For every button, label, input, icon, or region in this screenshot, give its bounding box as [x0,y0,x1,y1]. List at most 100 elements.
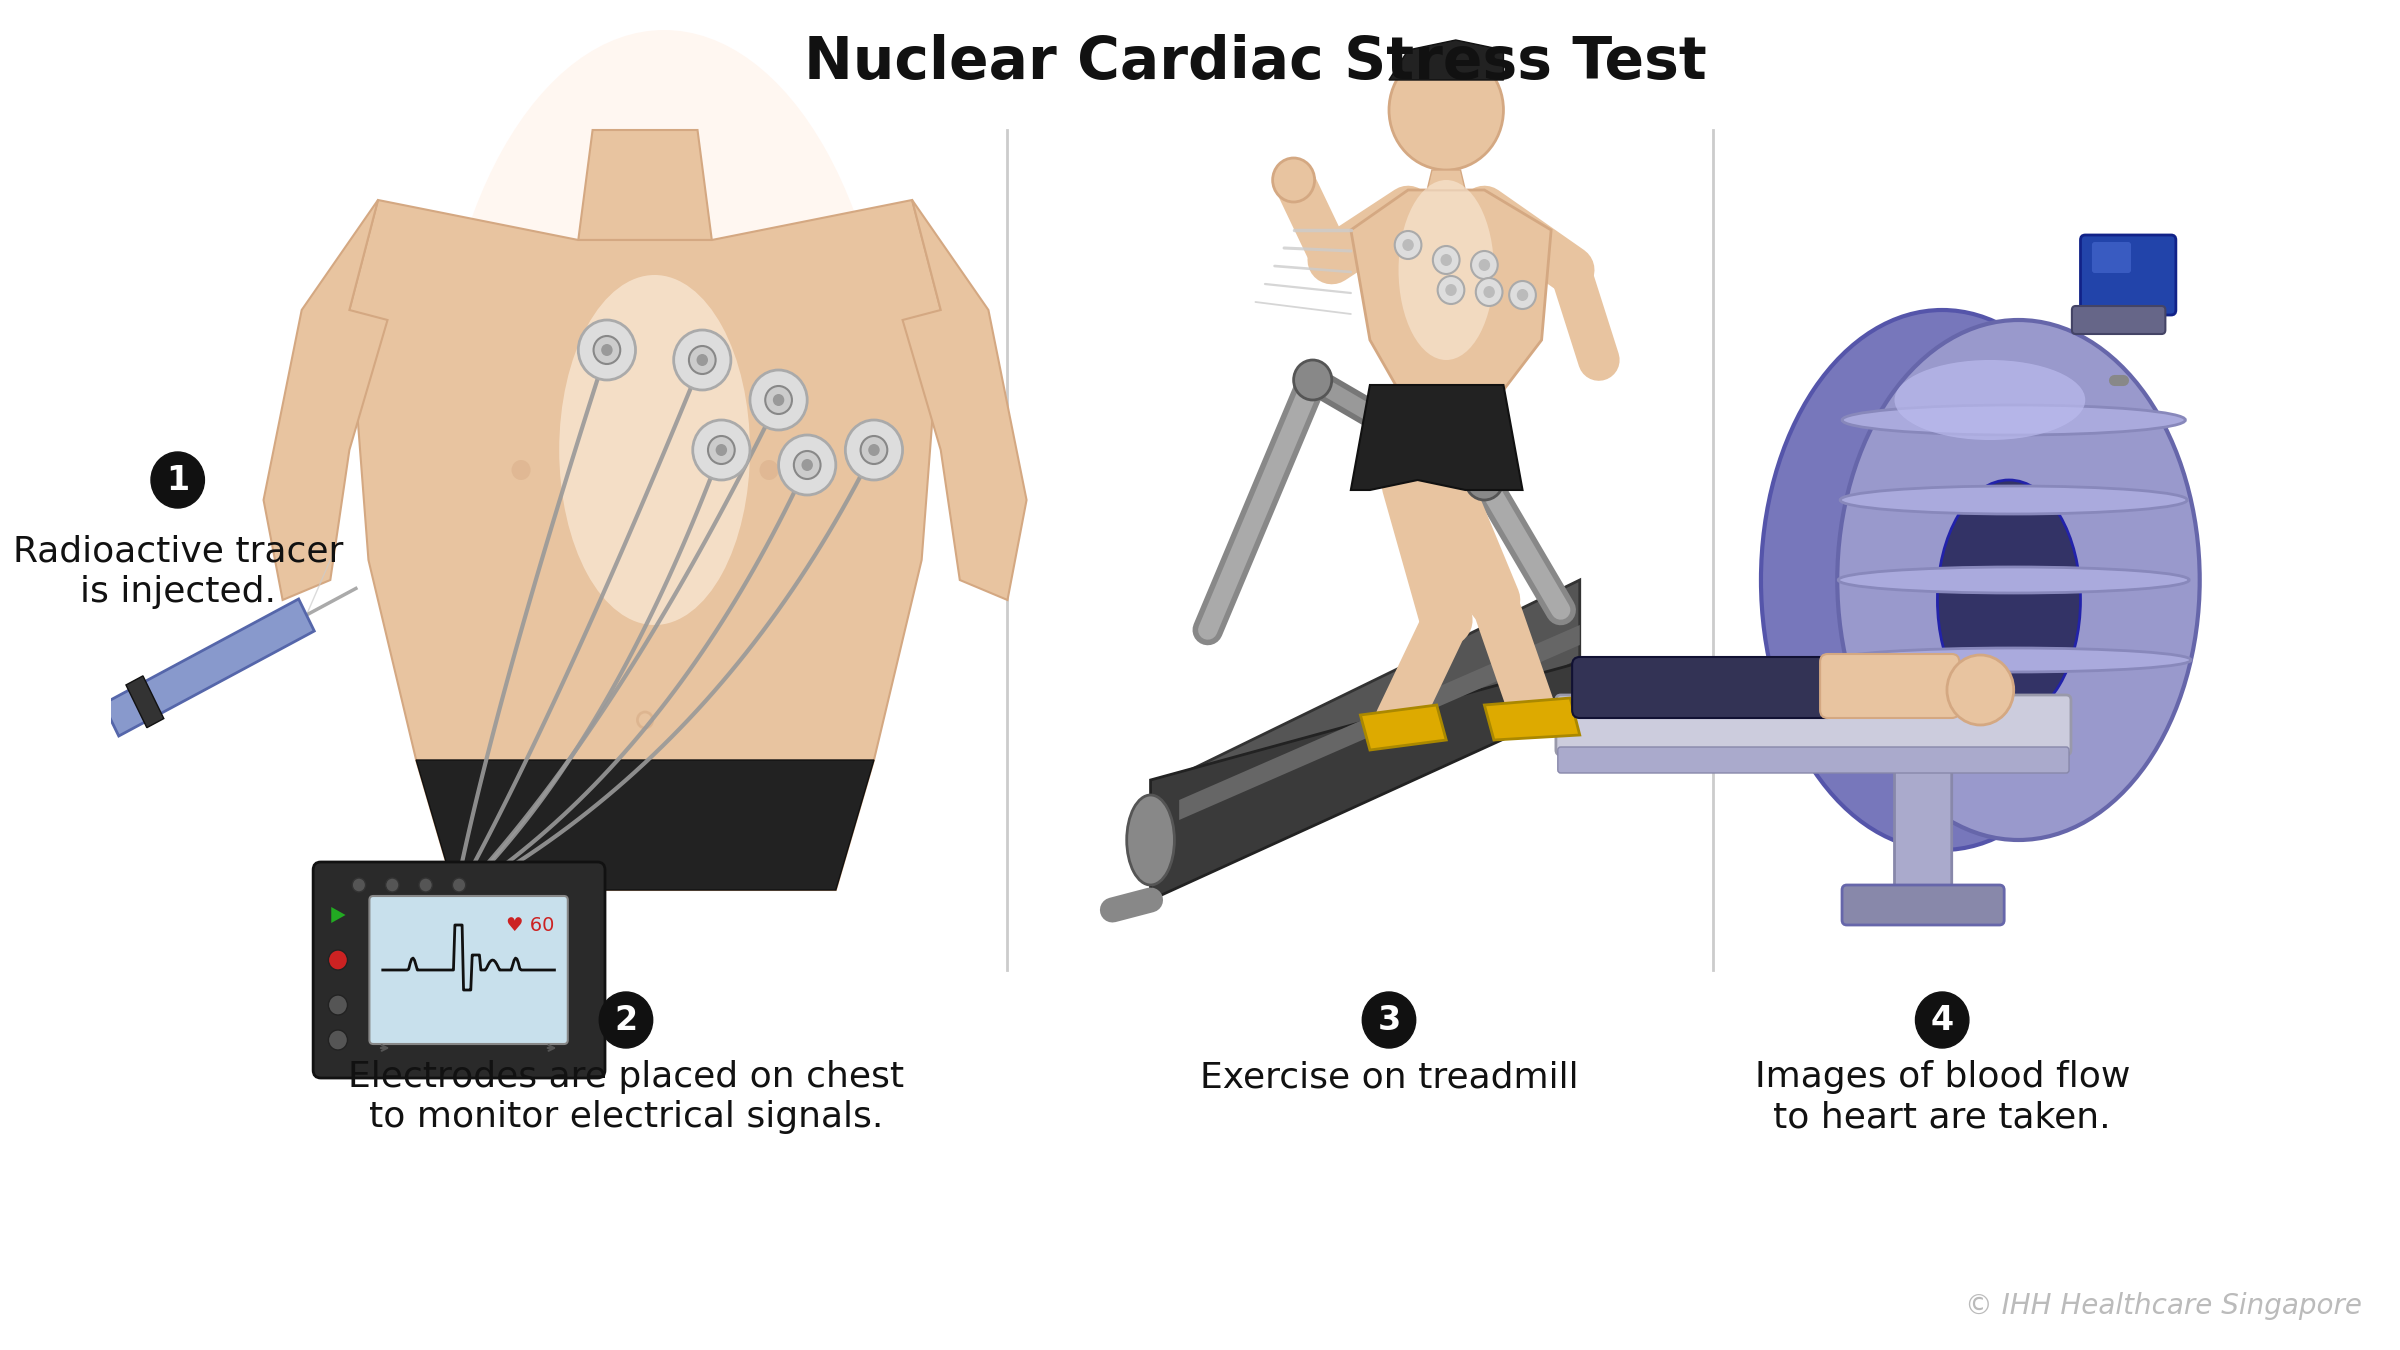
FancyBboxPatch shape [1819,653,1958,718]
Circle shape [1946,655,2014,725]
Circle shape [1517,289,1529,301]
Circle shape [674,329,732,390]
Text: to monitor electrical signals.: to monitor electrical signals. [370,1100,883,1134]
Polygon shape [1150,660,1589,900]
Circle shape [1390,50,1502,170]
Polygon shape [415,760,874,890]
Polygon shape [1361,705,1447,751]
Circle shape [593,336,619,364]
Polygon shape [1390,40,1502,80]
Circle shape [578,320,636,379]
FancyBboxPatch shape [1558,747,2069,774]
Polygon shape [1178,625,1579,819]
Circle shape [1478,259,1490,271]
Circle shape [862,436,888,464]
Circle shape [511,460,530,481]
Circle shape [802,459,814,471]
Polygon shape [578,130,713,240]
Polygon shape [331,907,346,923]
Circle shape [1476,278,1502,306]
Ellipse shape [1762,310,2124,850]
Text: ♥ 60: ♥ 60 [506,917,554,936]
Circle shape [329,950,348,971]
Polygon shape [125,676,163,728]
Polygon shape [1351,190,1550,390]
Text: 1: 1 [166,463,190,497]
FancyBboxPatch shape [1843,886,2004,925]
Circle shape [794,451,821,479]
Circle shape [1510,281,1536,309]
Circle shape [1483,286,1495,298]
FancyBboxPatch shape [1555,695,2071,755]
Circle shape [708,436,734,464]
Circle shape [869,444,881,456]
Circle shape [1402,239,1414,251]
Ellipse shape [559,275,749,625]
Text: © IHH Healthcare Singapore: © IHH Healthcare Singapore [1966,1292,2362,1320]
FancyBboxPatch shape [2081,235,2177,315]
Polygon shape [1483,698,1579,740]
Text: Images of blood flow: Images of blood flow [1754,1060,2129,1094]
Ellipse shape [1838,567,2189,593]
Circle shape [845,420,902,481]
Polygon shape [1169,580,1579,860]
Circle shape [766,386,792,414]
Circle shape [715,444,727,456]
Polygon shape [103,599,314,736]
Text: 2: 2 [614,1003,638,1037]
Text: 4: 4 [1930,1003,1954,1037]
Circle shape [1363,992,1416,1048]
Ellipse shape [1841,486,2186,514]
Text: Electrodes are placed on chest: Electrodes are placed on chest [348,1060,905,1094]
Circle shape [773,394,785,406]
Polygon shape [264,200,386,599]
Ellipse shape [1843,405,2186,435]
Circle shape [1915,992,1968,1048]
Circle shape [329,995,348,1015]
Circle shape [600,992,653,1048]
Circle shape [1294,360,1332,400]
FancyBboxPatch shape [1572,657,1836,718]
Ellipse shape [1838,320,2201,840]
FancyBboxPatch shape [2071,306,2165,333]
Polygon shape [350,200,941,890]
Circle shape [1394,231,1421,259]
Text: Radioactive tracer: Radioactive tracer [12,535,343,568]
Circle shape [420,878,432,892]
Text: Nuclear Cardiac Stress Test: Nuclear Cardiac Stress Test [804,34,1706,90]
Ellipse shape [1399,180,1493,360]
Polygon shape [1351,385,1522,490]
Circle shape [749,370,806,431]
Ellipse shape [1894,360,2086,440]
Circle shape [1466,460,1502,500]
Circle shape [1433,246,1459,274]
Circle shape [1471,251,1498,279]
Ellipse shape [434,30,893,850]
Ellipse shape [1126,795,1174,886]
Circle shape [600,344,612,356]
Circle shape [386,878,398,892]
FancyBboxPatch shape [2093,242,2131,273]
Circle shape [151,452,204,508]
Text: to heart are taken.: to heart are taken. [1774,1100,2112,1134]
Circle shape [778,435,835,495]
Circle shape [1272,158,1315,202]
Circle shape [451,878,466,892]
Ellipse shape [1937,481,2081,720]
Circle shape [1445,284,1457,296]
Circle shape [694,420,749,481]
Text: Exercise on treadmill: Exercise on treadmill [1200,1060,1579,1094]
Polygon shape [902,200,1027,599]
Circle shape [1440,254,1452,266]
Circle shape [696,354,708,366]
Ellipse shape [1836,648,2191,672]
Circle shape [1438,275,1464,304]
Circle shape [758,460,778,481]
FancyBboxPatch shape [370,896,569,1044]
Text: 3: 3 [1378,1003,1402,1037]
FancyBboxPatch shape [1894,765,1951,895]
Circle shape [689,346,715,374]
Text: is injected.: is injected. [79,575,276,609]
FancyBboxPatch shape [312,863,605,1079]
Polygon shape [1428,170,1466,190]
